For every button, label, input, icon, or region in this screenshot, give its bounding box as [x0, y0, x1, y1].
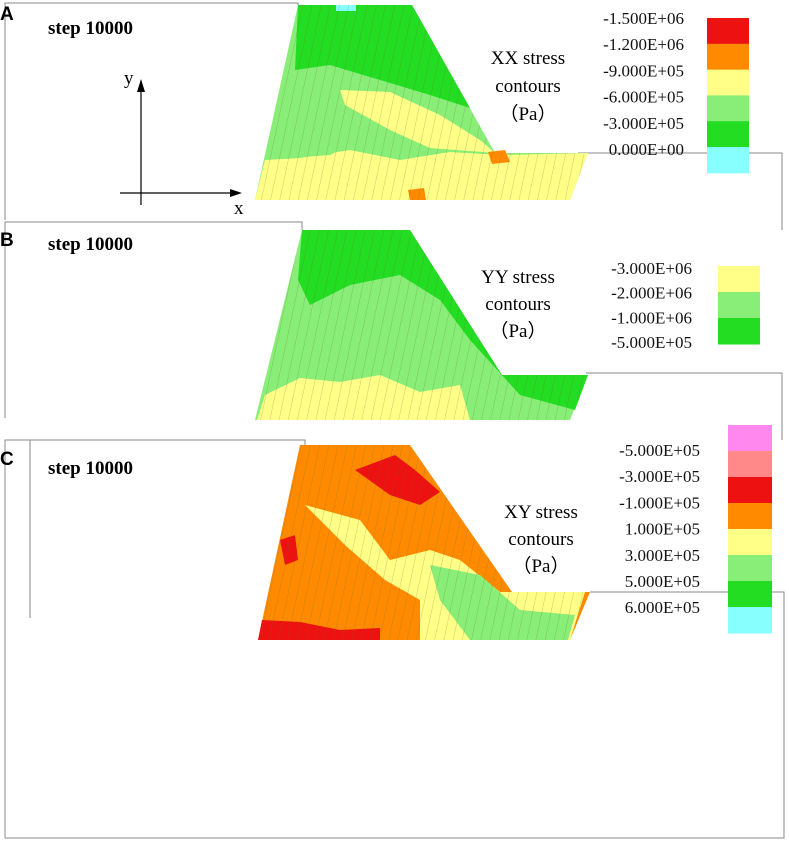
model-boundary-c-right: [5, 591, 785, 839]
panel-letter-a: A: [0, 4, 14, 25]
legend-swatch-c-4: [728, 529, 772, 556]
legend-value-c-1: -3.000E+05: [619, 467, 700, 486]
legend-value-c-4: 3.000E+05: [625, 546, 700, 565]
step-label-b: step 10000: [48, 234, 133, 255]
legend-swatch-a-1: [707, 43, 749, 71]
panel-c: C step 10000 XY stress contours （Pa） -5.…: [0, 425, 785, 839]
legend-swatch-c-2: [728, 477, 772, 504]
legend-c: XY stress contours （Pa） -5.000E+05 -3.000…: [504, 425, 772, 634]
legend-title-c-line3: （Pa）: [512, 555, 569, 577]
legend-value-a-5: 0.000E+00: [609, 140, 684, 159]
legend-value-a-4: -3.000E+05: [603, 114, 684, 133]
legend-swatch-c-6: [728, 581, 772, 608]
legend-value-c-5: 5.000E+05: [625, 572, 700, 591]
legend-value-b-3: -5.000E+05: [611, 333, 692, 352]
legend-value-b-0: -3.000E+06: [611, 259, 692, 278]
legend-swatch-a-4: [707, 121, 749, 148]
model-boundary-a: [4, 2, 299, 220]
panel-letter-c: C: [0, 449, 14, 470]
legend-value-a-2: -9.000E+05: [603, 61, 684, 80]
legend-title-b-line3: （Pa）: [489, 320, 546, 342]
stress-contour-plot-a: [255, 5, 588, 200]
hatch-overlay-b: [255, 230, 588, 420]
panel-b: B step 10000 YY stress contours （Pa） -3.…: [0, 221, 783, 440]
legend-swatch-a-3: [707, 95, 749, 122]
legend-value-a-3: -6.000E+05: [603, 88, 684, 107]
stress-contour-plot-c: [258, 445, 590, 640]
legend-value-c-6: 6.000E+05: [625, 598, 700, 617]
legend-swatch-c-3: [728, 503, 772, 530]
legend-value-c-0: -5.000E+05: [619, 441, 700, 460]
model-boundary-a-right: [578, 152, 783, 230]
panel-letter-b: B: [0, 230, 14, 251]
hatch-overlay-c: [258, 445, 590, 640]
legend-title-a-line1: XX stress: [491, 48, 565, 69]
legend-swatch-c-1: [728, 451, 772, 478]
legend-swatch-a-5: [707, 147, 749, 174]
legend-swatch-c-7: [728, 607, 772, 634]
model-boundary-c: [4, 439, 306, 838]
legend-swatch-b-1: [718, 292, 760, 319]
legend-swatch-c-5: [728, 555, 772, 582]
y-axis-label: y: [124, 68, 134, 89]
step-label-c: step 10000: [48, 458, 133, 479]
legend-value-c-3: 1.000E+05: [625, 520, 700, 539]
legend-value-b-1: -2.000E+06: [611, 284, 692, 303]
legend-title-c-line2: contours: [508, 529, 573, 550]
legend-value-a-1: -1.200E+06: [603, 35, 684, 54]
x-axis-label: x: [234, 198, 244, 219]
legend-value-c-2: -1.000E+05: [619, 493, 700, 512]
legend-title-b-line1: YY stress: [481, 267, 555, 288]
model-boundary-b-right: [586, 372, 783, 440]
legend-swatch-a-2: [707, 69, 749, 96]
panel-a: A step 10000 x y XX stress contours （Pa）: [0, 2, 783, 230]
y-axis-arrowhead: [137, 79, 145, 92]
step-label-a: step 10000: [48, 18, 133, 39]
legend-swatch-a-0: [707, 18, 749, 45]
legend-title-c-line1: XY stress: [504, 502, 578, 523]
legend-value-a-0: -1.500E+06: [603, 9, 684, 28]
axis-indicator: x y: [120, 68, 244, 219]
hatch-overlay-a: [255, 5, 588, 200]
legend-title-a-line2: contours: [495, 76, 560, 97]
legend-swatch-b-2: [718, 318, 760, 345]
legend-title-a-line3: （Pa）: [499, 103, 556, 125]
x-axis-arrowhead: [230, 189, 242, 197]
legend-title-b-line2: contours: [485, 294, 550, 315]
model-boundary-b: [4, 221, 303, 418]
legend-swatch-b-0: [718, 266, 760, 293]
stress-contour-plot-b: [255, 230, 588, 420]
legend-b: YY stress contours （Pa） -3.000E+06 -2.000…: [481, 259, 760, 352]
legend-value-b-2: -1.000E+06: [611, 308, 692, 327]
legend-a: XX stress contours （Pa） -1.500E+06 -1.200…: [491, 9, 749, 174]
legend-swatch-c-0: [728, 425, 772, 452]
